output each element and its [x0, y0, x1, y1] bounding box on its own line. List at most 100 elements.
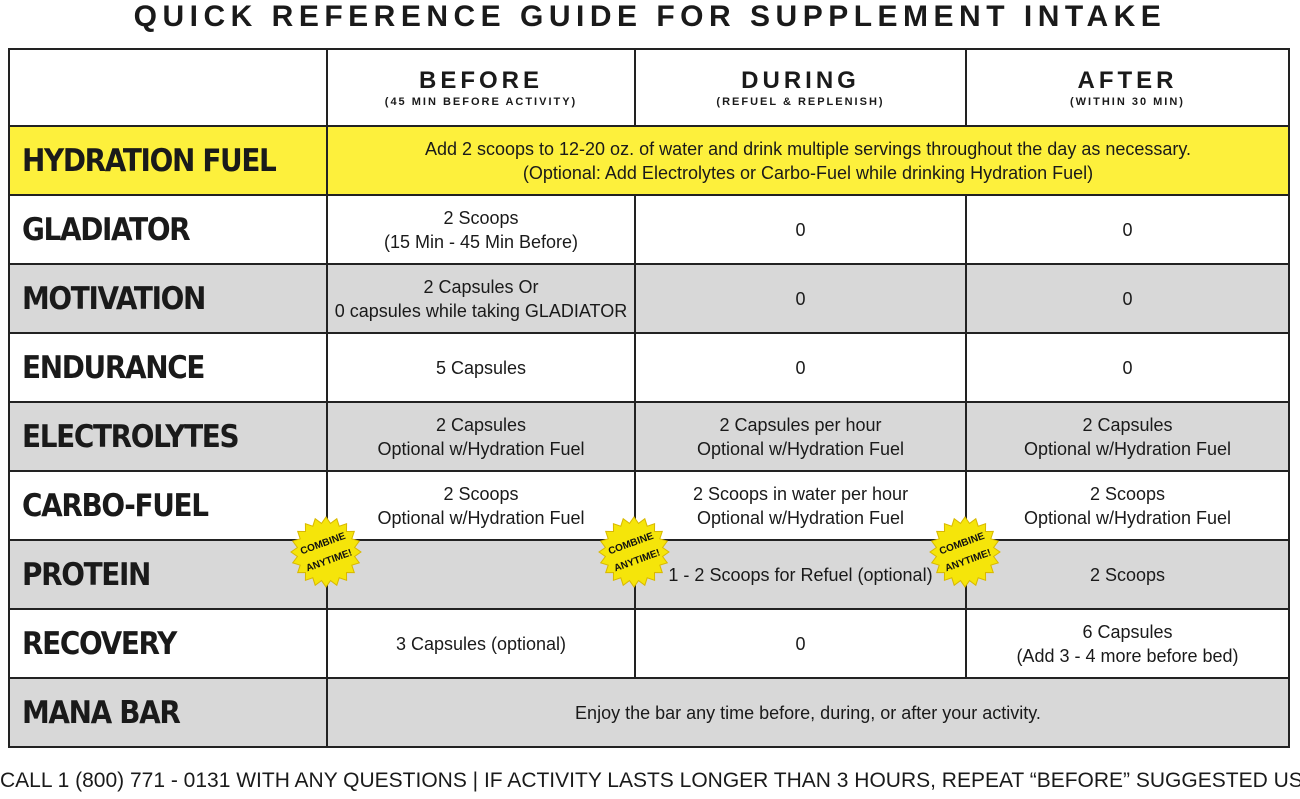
- row-name: RECOVERY: [8, 608, 328, 679]
- title: QUICK REFERENCE GUIDE FOR SUPPLEMENT INT…: [133, 0, 1167, 33]
- table-row: ENDURANCE 5 Capsules 0 0: [8, 332, 1290, 403]
- table-row: ELECTROLYTES 2 Capsules Optional w/Hydrati…: [8, 401, 1290, 472]
- table-row: MOTIVATION 2 Capsules Or 0 capsules while …: [8, 263, 1290, 334]
- cell-line: Enjoy the bar any time before, during, o…: [575, 702, 1041, 723]
- cell-line: 0 capsules while taking GLADIATOR: [334, 300, 628, 321]
- cell: 0: [634, 608, 967, 679]
- cell-line: 2 Scoops: [443, 483, 519, 504]
- row-name-text: GLADIATOR: [22, 211, 191, 248]
- cell: 0: [634, 194, 967, 265]
- row-name: ELECTROLYTES: [8, 401, 328, 472]
- column-title: AFTER: [1077, 66, 1178, 94]
- span-cell: Enjoy the bar any time before, during, o…: [326, 677, 1290, 748]
- badge-burst: [598, 516, 670, 588]
- cell: [326, 539, 636, 610]
- table-row: GLADIATOR 2 Scoops (15 Min - 45 Min Before…: [8, 194, 1290, 265]
- cell: 2 Capsules Optional w/Hydration Fuel: [326, 401, 636, 472]
- cell-line: 0: [1122, 219, 1133, 240]
- column-subtitle: (WITHIN 30 MIN): [1070, 95, 1185, 108]
- cell: 0: [634, 332, 967, 403]
- column-subtitle: (45 MIN BEFORE ACTIVITY): [384, 95, 578, 108]
- cell: 0: [965, 263, 1290, 334]
- table-row: RECOVERY 3 Capsules (optional) 0 6 Capsules…: [8, 608, 1290, 679]
- column-title: BEFORE: [418, 66, 543, 94]
- intake-table: BEFORE (45 MIN BEFORE ACTIVITY) DURING (REF…: [8, 48, 1290, 748]
- cell: 3 Capsules (optional): [326, 608, 636, 679]
- cell: 2 Scoops (15 Min - 45 Min Before): [326, 194, 636, 265]
- cell-line: 1 - 2 Scoops for Refuel (optional): [668, 564, 933, 585]
- row-name-text: MOTIVATION: [22, 280, 206, 317]
- cell-line: 0: [795, 219, 806, 240]
- cell-line: Optional w/Hydration Fuel: [696, 507, 905, 528]
- row-name: GLADIATOR: [8, 194, 328, 265]
- cell-line: 2 Capsules: [435, 414, 527, 435]
- span-cell: Add 2 scoops to 12-20 oz. of water and d…: [326, 125, 1290, 196]
- row-name: CARBO-FUEL: [8, 470, 328, 541]
- cell-line: Optional w/Hydration Fuel: [696, 438, 905, 459]
- cell-line: 2 Capsules per hour: [719, 414, 882, 435]
- cell: 6 Capsules (Add 3 - 4 more before bed): [965, 608, 1290, 679]
- cell-line: 0: [795, 357, 806, 378]
- cell-line: (15 Min - 45 Min Before): [383, 231, 579, 252]
- cell-line: Optional w/Hydration Fuel: [377, 507, 585, 528]
- cell: 1 - 2 Scoops for Refuel (optional): [634, 539, 967, 610]
- row-name: PROTEIN: [8, 539, 328, 610]
- cell: 0: [965, 332, 1290, 403]
- table-row: CARBO-FUEL 2 Scoops Optional w/Hydration F…: [8, 470, 1290, 541]
- cell-line: 0: [795, 633, 806, 654]
- row-name-text: CARBO-FUEL: [22, 487, 209, 524]
- row-name-text: MANA BAR: [22, 694, 181, 731]
- badge-burst: [929, 516, 1001, 588]
- row-name: ENDURANCE: [8, 332, 328, 403]
- row-name: MANA BAR: [8, 677, 328, 748]
- cell-line: Optional w/Hydration Fuel: [1023, 438, 1232, 459]
- header-row: BEFORE (45 MIN BEFORE ACTIVITY) DURING (REF…: [8, 48, 1290, 127]
- cell-line: 2 Scoops in water per hour: [692, 483, 909, 504]
- cell-line: (Optional: Add Electrolytes or Carbo-Fue…: [522, 162, 1094, 183]
- cell-line: 6 Capsules: [1082, 621, 1173, 642]
- cell: 2 Capsules Or 0 capsules while taking GLA…: [326, 263, 636, 334]
- badge-burst: [290, 516, 362, 588]
- cell: 2 Capsules Optional w/Hydration Fuel: [965, 401, 1290, 472]
- column-header: DURING (REFUEL & REPLENISH): [634, 48, 967, 127]
- cell: 2 Capsules per hour Optional w/Hydration …: [634, 401, 967, 472]
- column-header: AFTER (WITHIN 30 MIN): [965, 48, 1290, 127]
- row-name: HYDRATION FUEL: [8, 125, 328, 196]
- cell-line: 2 Capsules Or: [423, 276, 539, 297]
- column-title: DURING: [741, 66, 860, 94]
- column-header: BEFORE (45 MIN BEFORE ACTIVITY): [326, 48, 636, 127]
- cell-line: 5 Capsules: [435, 357, 527, 378]
- cell-line: 3 Capsules (optional): [395, 633, 567, 654]
- row-name-text: ENDURANCE: [22, 349, 205, 386]
- cell-line: (Add 3 - 4 more before bed): [1016, 645, 1239, 666]
- column-subtitle: (REFUEL & REPLENISH): [716, 95, 885, 108]
- cell-line: 0: [1122, 288, 1133, 309]
- cell-line: Optional w/Hydration Fuel: [1023, 507, 1232, 528]
- cell-line: 2 Scoops: [1089, 483, 1166, 504]
- cell: 2 Scoops in water per hour Optional w/Hyd…: [634, 470, 967, 541]
- row-name-text: RECOVERY: [22, 625, 177, 662]
- table-row: MANA BAR Enjoy the bar any time before, d…: [8, 677, 1290, 748]
- cell: 0: [965, 194, 1290, 265]
- table-row: PROTEIN 1 - 2 Scoops for Refuel (optional…: [8, 539, 1290, 610]
- cell-line: Optional w/Hydration Fuel: [377, 438, 585, 459]
- corner-cell: [8, 48, 328, 127]
- cell: 5 Capsules: [326, 332, 636, 403]
- cell-line: Add 2 scoops to 12-20 oz. of water and d…: [424, 138, 1192, 159]
- cell: 2 Scoops: [965, 539, 1290, 610]
- row-name: MOTIVATION: [8, 263, 328, 334]
- cell-line: 2 Capsules: [1082, 414, 1173, 435]
- footer: CALL 1 (800) 771 - 0131 WITH ANY QUESTIO…: [0, 769, 1300, 792]
- row-name-text: PROTEIN: [22, 556, 151, 593]
- cell-line: 0: [1122, 357, 1133, 378]
- cell: 2 Scoops Optional w/Hydration Fuel: [326, 470, 636, 541]
- cell-line: 0: [795, 288, 806, 309]
- table-row: HYDRATION FUEL Add 2 scoops to 12-20 oz. …: [8, 125, 1290, 196]
- row-name-text: ELECTROLYTES: [22, 418, 240, 455]
- row-name-text: HYDRATION FUEL: [22, 142, 277, 179]
- cell: 0: [634, 263, 967, 334]
